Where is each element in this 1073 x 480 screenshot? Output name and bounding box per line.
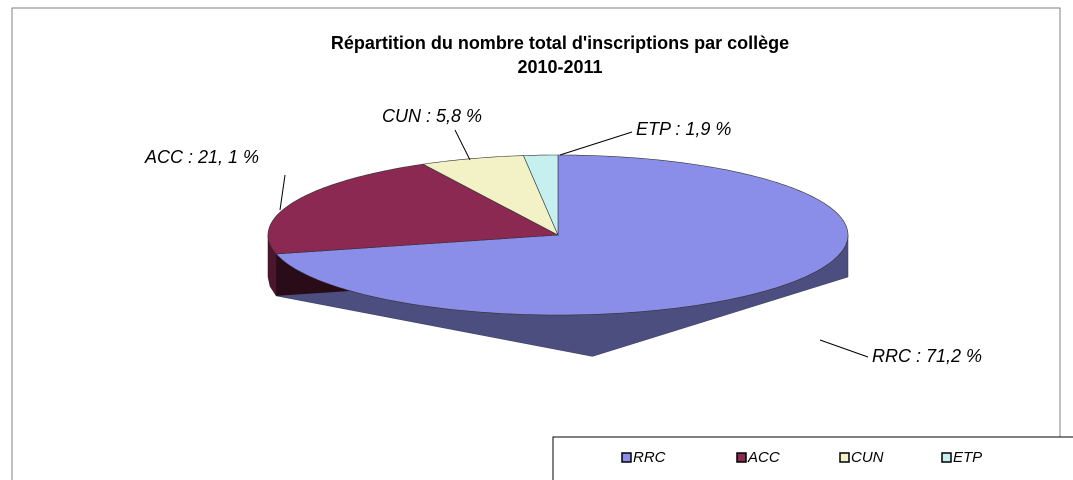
legend-swatch: [621, 452, 632, 463]
leader-line: [454, 129, 471, 161]
leader-line: [279, 174, 286, 211]
legend-swatch: [941, 452, 952, 463]
legend-swatch: [736, 452, 747, 463]
data-label: ETP : 1,9 %: [636, 119, 731, 139]
slice: [267, 163, 560, 255]
chart-title: Répartition du nombre total d'inscriptio…: [331, 33, 789, 53]
slice: [523, 154, 559, 236]
legend-label: RRC: [633, 449, 666, 466]
data-label: ACC : 21, 1 %: [144, 147, 259, 167]
legend-box: [552, 436, 1073, 480]
slice: [275, 154, 849, 316]
slice: [422, 155, 559, 236]
legend-label: ETP: [953, 449, 982, 466]
chart-subtitle: 2010-2011: [517, 57, 602, 77]
legend-label: CUN: [851, 449, 884, 466]
leader-line: [559, 131, 633, 156]
legend-swatch: [839, 452, 850, 463]
data-label: CUN : 5,8 %: [382, 106, 482, 126]
legend-label: ACC: [747, 449, 780, 466]
leader-line: [819, 339, 869, 358]
data-label: RRC : 71,2 %: [872, 346, 982, 366]
